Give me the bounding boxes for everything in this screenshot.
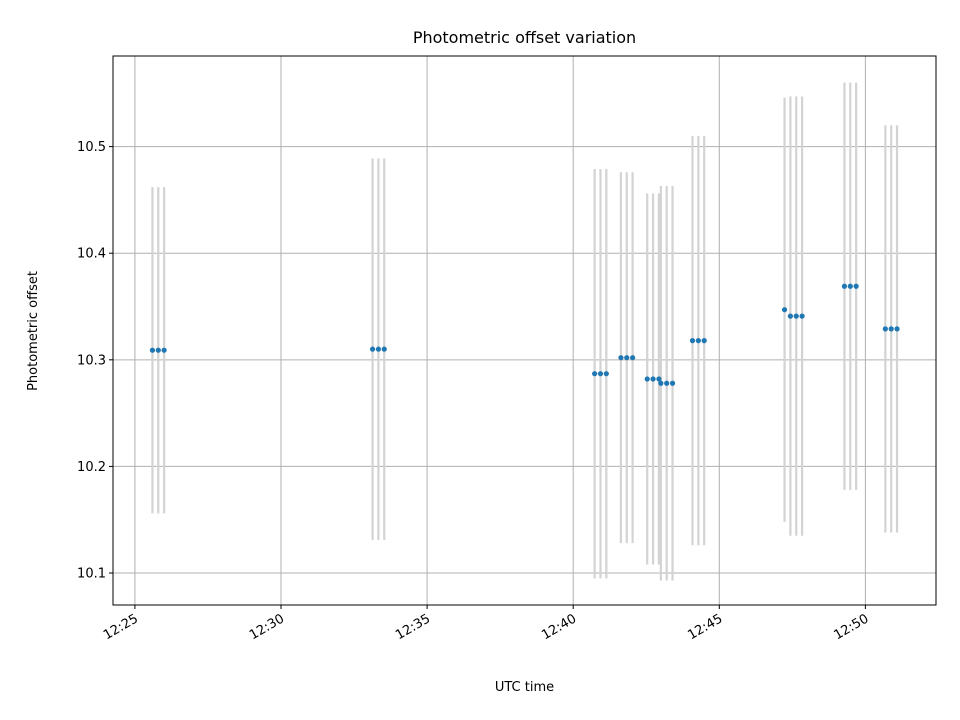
data-point <box>149 347 156 353</box>
x-tick-label: 12:50 <box>831 611 871 643</box>
y-tick-label: 10.5 <box>77 140 106 155</box>
data-point <box>369 346 376 352</box>
x-tick-label: 12:25 <box>101 611 141 643</box>
data-point <box>592 371 598 377</box>
data-point <box>847 283 853 289</box>
y-tick-label: 10.4 <box>77 247 106 262</box>
data-point <box>695 338 701 344</box>
data-point <box>701 338 707 344</box>
data-point <box>689 338 696 344</box>
data-point <box>799 313 805 319</box>
data-point <box>781 307 788 313</box>
error-bars <box>151 82 899 581</box>
x-tick-label: 12:45 <box>685 611 725 643</box>
data-point <box>787 313 793 319</box>
data-point <box>853 283 859 289</box>
y-axis-label: Photometric offset <box>26 271 41 391</box>
x-tick-label: 12:30 <box>247 611 287 643</box>
data-point <box>630 355 636 361</box>
data-point <box>161 347 167 353</box>
data-point <box>656 376 662 382</box>
grid-lines <box>113 56 936 605</box>
axis-ticks: 12:25 12:30 12:35 12:40 12:45 12:50 10.1 10.2 10… <box>77 140 871 643</box>
data-point <box>658 380 664 386</box>
data-point <box>155 347 161 353</box>
data-points <box>149 283 900 386</box>
y-tick-label: 10.2 <box>77 460 106 475</box>
x-tick-label: 12:40 <box>539 611 579 643</box>
x-tick-label: 12:35 <box>393 611 433 643</box>
data-point <box>644 376 650 382</box>
chart-title: Photometric offset variation <box>413 28 636 47</box>
data-point <box>618 355 624 361</box>
data-point <box>603 371 609 377</box>
data-point <box>882 326 888 332</box>
data-point <box>664 380 670 386</box>
data-point <box>375 346 382 352</box>
data-point <box>669 380 676 386</box>
data-point <box>597 371 604 377</box>
y-tick-label: 10.1 <box>77 567 106 582</box>
data-point <box>381 346 387 352</box>
data-point <box>894 326 900 332</box>
y-tick-label: 10.3 <box>77 353 106 368</box>
data-point <box>624 355 630 361</box>
data-point <box>793 313 799 319</box>
data-point <box>888 326 894 332</box>
data-point <box>650 376 656 382</box>
x-axis-label: UTC time <box>495 680 554 695</box>
data-point <box>841 283 848 289</box>
plot-frame <box>112 55 937 606</box>
